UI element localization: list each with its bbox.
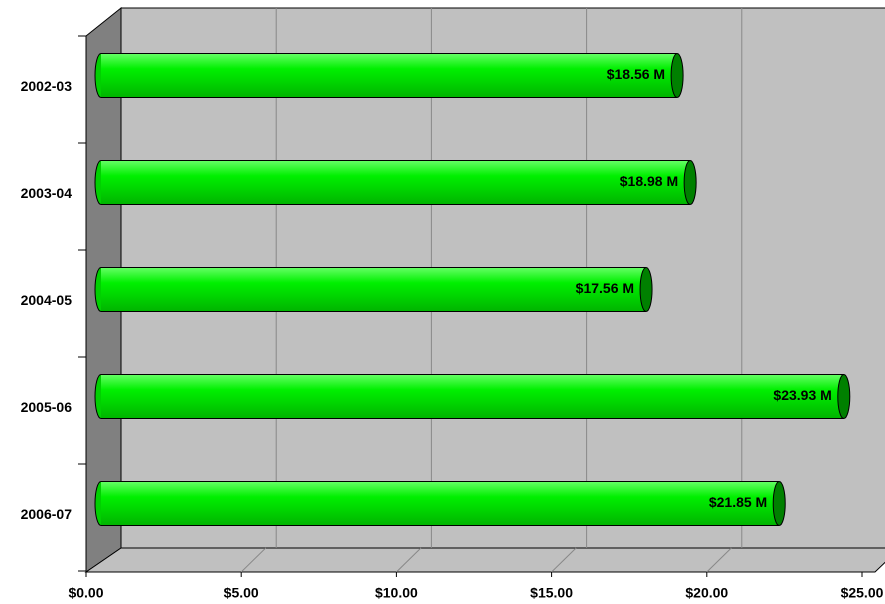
- bar-cap-right: [683, 160, 697, 205]
- floor-grid-line: [706, 547, 732, 573]
- y-tick-label: 2002-03: [21, 78, 73, 94]
- floor-grid-line: [396, 547, 422, 573]
- bar: [101, 53, 678, 98]
- value-label: $23.93 M: [773, 387, 831, 403]
- bar: [101, 481, 780, 526]
- floor-grid-line: [240, 547, 267, 573]
- y-tick-label: 2006-07: [21, 506, 73, 522]
- bar-cap-right: [670, 53, 684, 98]
- bar-cap-right: [772, 481, 786, 526]
- bar: [101, 374, 844, 419]
- y-tick-label: 2003-04: [21, 185, 73, 201]
- bar-cap-right: [837, 374, 851, 419]
- x-tick-label: $0.00: [68, 585, 103, 601]
- x-tick-label: $5.00: [224, 585, 259, 601]
- y-tick-label: 2005-06: [21, 399, 73, 415]
- x-tick-label: $25.00: [841, 585, 884, 601]
- bar-cap-right: [639, 267, 653, 312]
- value-label: $18.56 M: [607, 66, 665, 82]
- x-tick-label: $10.00: [375, 585, 418, 601]
- bar: [101, 267, 647, 312]
- value-label: $21.85 M: [709, 494, 767, 510]
- y-tick-label: 2004-05: [21, 292, 73, 308]
- x-tick-label: $20.00: [685, 585, 728, 601]
- value-label: $17.56 M: [576, 280, 634, 296]
- bar: [101, 160, 691, 205]
- floor-grid-line: [551, 547, 577, 573]
- value-label: $18.98 M: [620, 173, 678, 189]
- floor: [84, 547, 885, 573]
- x-tick-label: $15.00: [530, 585, 573, 601]
